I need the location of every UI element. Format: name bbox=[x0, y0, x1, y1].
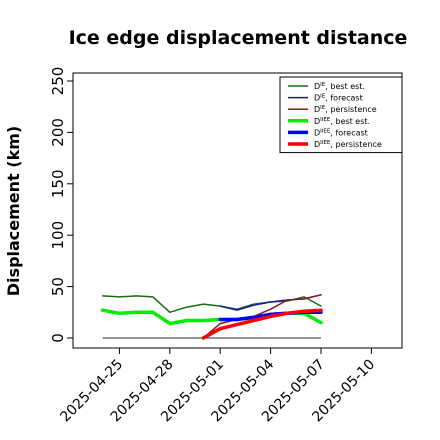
legend-superscript: IIEE bbox=[320, 128, 331, 134]
legend-description: , persistence bbox=[325, 105, 376, 114]
legend-superscript: IIEE bbox=[320, 117, 331, 123]
y-axis: 0 50 100 150 200 250 bbox=[49, 67, 73, 343]
legend-symbol: D bbox=[314, 105, 320, 114]
x-axis: 2025-04-252025-04-282025-05-012025-05-04… bbox=[57, 348, 378, 425]
y-tick-label: 50 bbox=[49, 277, 67, 296]
legend-superscript: IE bbox=[320, 105, 326, 111]
legend-symbol: D bbox=[314, 82, 320, 91]
legend-entry-label: DIE, forecast bbox=[314, 94, 363, 103]
legend-symbol: D bbox=[314, 140, 320, 149]
legend-entry-label: DIIEE, forecast bbox=[314, 128, 368, 137]
y-tick-label: 150 bbox=[49, 169, 67, 198]
legend-entry-label: DIIEE, persistence bbox=[314, 140, 382, 149]
legend-box bbox=[279, 76, 403, 154]
legend-superscript: IE bbox=[320, 94, 326, 100]
legend-description: , best est. bbox=[325, 82, 365, 91]
series-line-6 bbox=[201, 308, 323, 340]
series-line-3 bbox=[202, 294, 322, 339]
legend-symbol: D bbox=[314, 128, 320, 137]
legend-description: , best est. bbox=[330, 117, 370, 126]
y-tick-label: 100 bbox=[49, 221, 67, 250]
legend-entry-label: DIIEE, best est. bbox=[314, 117, 370, 126]
legend-entry-label: DIE, best est. bbox=[314, 82, 365, 91]
series-line-1 bbox=[101, 295, 322, 314]
legend-symbol: D bbox=[314, 94, 320, 103]
y-tick-label: 0 bbox=[49, 333, 67, 343]
y-tick-label: 250 bbox=[49, 67, 67, 96]
legend-superscript: IE bbox=[320, 82, 326, 88]
plot-area bbox=[72, 72, 403, 349]
legend-description: , forecast bbox=[330, 128, 367, 137]
legend-superscript: IIEE bbox=[320, 140, 331, 146]
legend-description: , forecast bbox=[325, 94, 362, 103]
y-tick-label: 200 bbox=[49, 118, 67, 147]
legend-symbol: D bbox=[314, 117, 320, 126]
legend-description: , persistence bbox=[330, 140, 381, 149]
legend-entry-label: DIE, persistence bbox=[314, 105, 377, 114]
chart-title: Ice edge displacement distance bbox=[69, 27, 408, 49]
series-layer bbox=[100, 294, 323, 340]
y-axis-label: Displacement (km) bbox=[4, 126, 23, 296]
